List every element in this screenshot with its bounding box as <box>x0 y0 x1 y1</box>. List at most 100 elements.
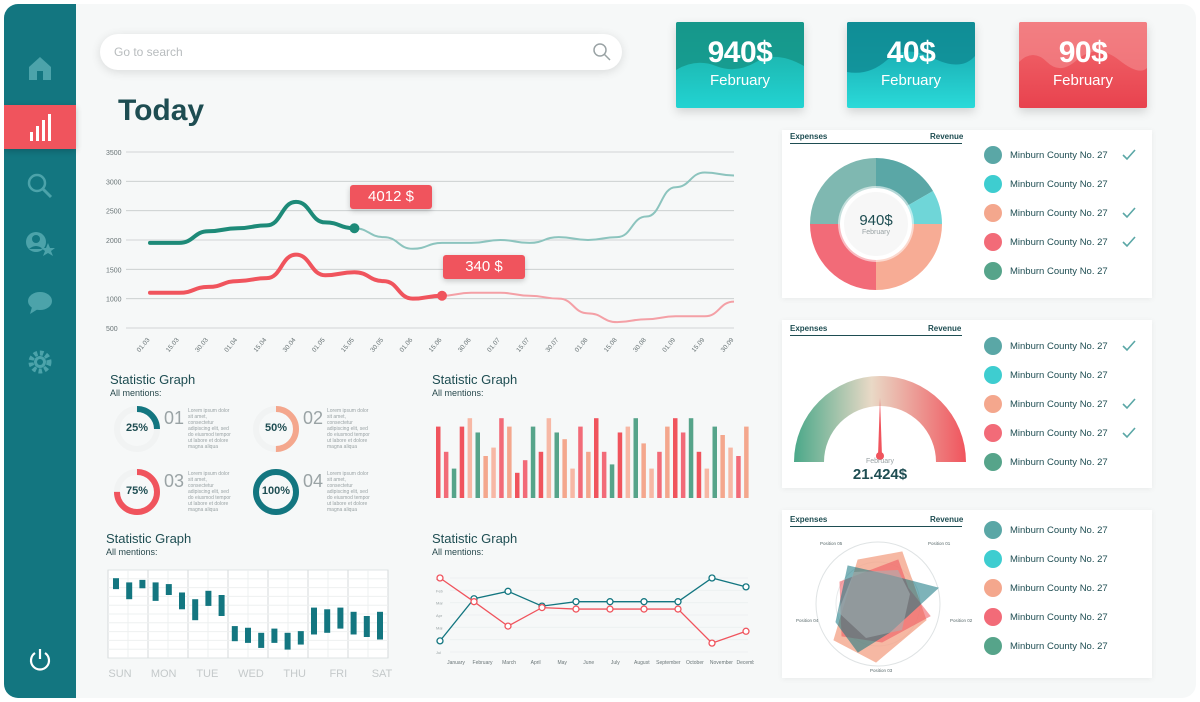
sidebar-item-messages[interactable] <box>4 281 76 325</box>
bar <box>728 447 733 498</box>
month-marker[interactable] <box>640 598 648 606</box>
legend-swatch <box>984 175 1002 193</box>
sidebar-item-power[interactable] <box>4 638 76 682</box>
month-marker[interactable] <box>436 574 444 582</box>
sidebar-item-statistics[interactable] <box>4 105 76 149</box>
month-marker[interactable] <box>640 605 648 613</box>
month-marker[interactable] <box>504 622 512 630</box>
x-tick-label: 15.04 <box>253 337 269 354</box>
kpi-card-2[interactable]: 40$ February <box>847 22 975 108</box>
search-input[interactable] <box>114 42 574 62</box>
bar <box>673 418 678 498</box>
month-marker[interactable] <box>742 583 750 591</box>
legend-item[interactable]: Minburn County No. 27 <box>984 453 1122 471</box>
legend-item[interactable]: Minburn County No. 27 <box>984 521 1122 539</box>
bar <box>586 451 591 498</box>
month-marker[interactable] <box>674 605 682 613</box>
legend-item[interactable]: Minburn County No. 27 <box>984 262 1122 280</box>
kpi-card-1[interactable]: 940$ February <box>676 22 804 108</box>
legend-item[interactable]: Minburn County No. 27 <box>984 204 1136 222</box>
legend-item[interactable]: Minburn County No. 27 <box>984 337 1136 355</box>
progress-description: Lorem ipsum dolor sit amet, consectetur … <box>327 408 370 450</box>
month-marker[interactable] <box>606 605 614 613</box>
panel-revenue-label: Revenue <box>928 324 962 333</box>
month-y-tick: Feb <box>436 588 444 593</box>
legend-item[interactable]: Minburn County No. 27 <box>984 550 1122 568</box>
x-tick-label: 30.03 <box>194 337 210 354</box>
sidebar-item-search[interactable] <box>4 164 76 208</box>
month-marker[interactable] <box>538 603 546 612</box>
candle <box>258 632 265 648</box>
progress-arc <box>253 469 299 515</box>
sidebar-item-users[interactable] <box>4 222 76 266</box>
bar <box>467 418 473 498</box>
month-label: May <box>557 660 567 666</box>
y-tick-label: 2500 <box>106 209 122 216</box>
month-marker[interactable] <box>572 598 580 606</box>
gauge-label: February <box>865 458 894 465</box>
month-marker[interactable] <box>674 598 682 606</box>
candle <box>284 632 291 650</box>
search-bar[interactable] <box>100 34 622 70</box>
month-label: November <box>710 660 733 666</box>
legend-item[interactable]: Minburn County No. 27 <box>984 424 1136 442</box>
month-label: September <box>656 660 681 666</box>
line-marker[interactable] <box>349 223 360 234</box>
legend-swatch <box>984 579 1002 597</box>
legend-label: Minburn County No. 27 <box>1010 236 1108 248</box>
legend-item[interactable]: Minburn County No. 27 <box>984 233 1136 251</box>
legend-swatch <box>984 233 1002 251</box>
month-marker[interactable] <box>436 637 444 645</box>
weekday-label: TUE <box>196 668 218 680</box>
bar <box>578 426 583 498</box>
bar <box>554 432 559 498</box>
month-label: February <box>473 660 494 666</box>
month-label: August <box>634 660 650 666</box>
search-icon[interactable] <box>592 42 612 62</box>
legend-item[interactable]: Minburn County No. 27 <box>984 637 1122 655</box>
candle <box>205 590 212 606</box>
y-tick-label: 3000 <box>106 179 122 186</box>
legend-label: Minburn County No. 27 <box>1010 369 1108 381</box>
legend-swatch <box>984 637 1002 655</box>
panel-expenses-label: Expenses <box>790 515 828 524</box>
kpi-value: 940$ <box>707 36 773 69</box>
checkmark-icon <box>1122 398 1136 410</box>
month-marker[interactable] <box>470 598 478 606</box>
radar-chart <box>815 541 941 667</box>
legend-item[interactable]: Minburn County No. 27 <box>984 146 1136 164</box>
checkmark-icon <box>1122 340 1136 352</box>
legend-label: Minburn County No. 27 <box>1010 456 1108 468</box>
kpi-label: February <box>880 72 942 89</box>
sidebar <box>4 4 76 698</box>
checkmark-icon <box>1122 427 1136 439</box>
candle <box>245 627 251 643</box>
legend-swatch <box>984 337 1002 355</box>
candle <box>152 582 159 601</box>
radar-label-2: Position 02 <box>950 618 973 623</box>
month-marker[interactable] <box>606 598 614 606</box>
month-marker[interactable] <box>742 627 750 635</box>
legend-item[interactable]: Minburn County No. 27 <box>984 366 1122 384</box>
page-title: Today <box>118 94 205 127</box>
stat-graph-3-subtitle: All mentions: <box>106 547 158 557</box>
users-icon <box>26 232 55 256</box>
legend-swatch <box>984 521 1002 539</box>
sidebar-item-home[interactable] <box>4 46 76 90</box>
month-marker[interactable] <box>708 639 716 647</box>
dashboard-frame: 940$ February 40$ February 90$ February … <box>4 4 1196 698</box>
legend-item[interactable]: Minburn County No. 27 <box>984 608 1122 626</box>
sidebar-item-settings[interactable] <box>4 340 76 384</box>
legend-label: Minburn County No. 27 <box>1010 582 1108 594</box>
month-marker[interactable] <box>504 587 512 595</box>
legend-item[interactable]: Minburn County No. 27 <box>984 579 1122 597</box>
month-marker[interactable] <box>572 605 580 613</box>
home-icon <box>29 57 51 80</box>
progress-arc <box>253 406 299 452</box>
kpi-card-3[interactable]: 90$ February <box>1019 22 1147 108</box>
month-marker[interactable] <box>708 574 716 582</box>
legend-item[interactable]: Minburn County No. 27 <box>984 175 1122 193</box>
legend-item[interactable]: Minburn County No. 27 <box>984 395 1136 413</box>
progress-description: Lorem ipsum dolor sit amet, consectetur … <box>188 471 231 513</box>
line-marker[interactable] <box>437 290 447 301</box>
